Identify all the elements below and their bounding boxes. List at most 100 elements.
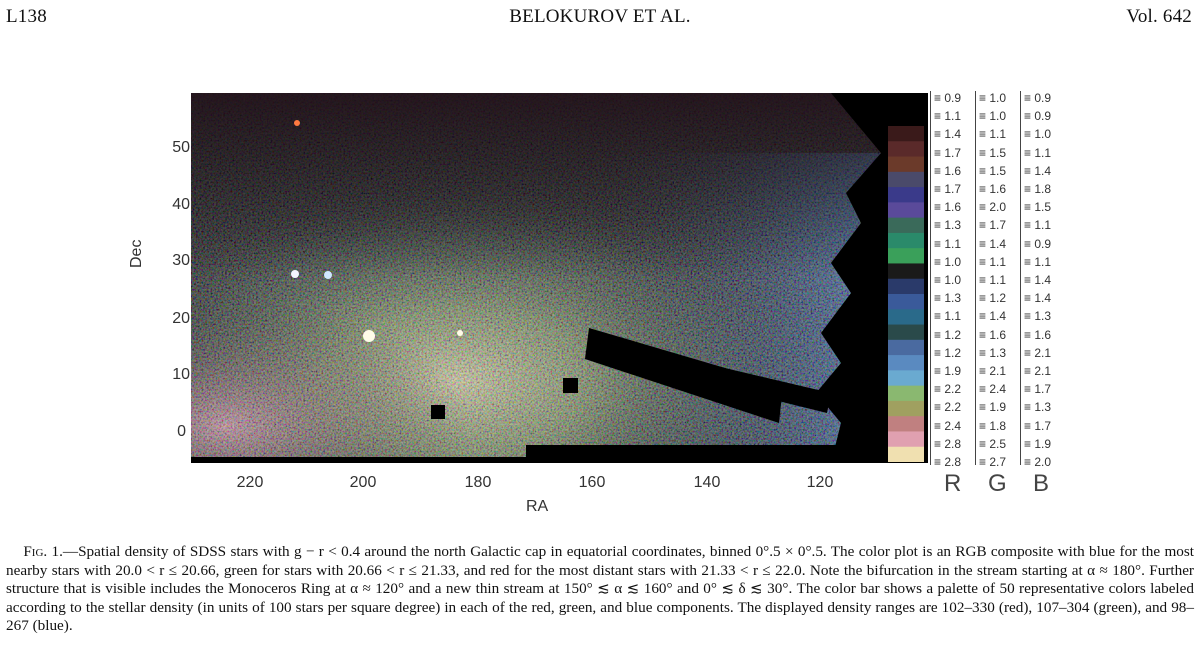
- colorbar-swatch: [888, 309, 924, 326]
- colorbar: [888, 126, 924, 462]
- colorbar-value-r: ≡ 1.1: [934, 309, 962, 324]
- colorbar-scale-line: [930, 91, 931, 465]
- colorbar-swatch: [888, 355, 924, 371]
- colorbar-value-g: ≡ 1.1: [979, 254, 1007, 269]
- colorbar-value-b: ≡ 1.4: [1024, 163, 1052, 178]
- colorbar-value-b: ≡ 1.7: [1024, 382, 1052, 397]
- colorbar-value-b: ≡ 2.1: [1024, 345, 1052, 360]
- colorbar-blue-label: B: [1033, 470, 1050, 497]
- x-tick-label: 160: [578, 474, 606, 491]
- colorbar-swatch: [888, 385, 924, 402]
- running-title: BELOKUROV ET AL.: [509, 6, 691, 27]
- colorbar-value-b: ≡ 1.9: [1024, 436, 1052, 451]
- colorbar-swatch: [888, 370, 924, 387]
- x-tick-label: 140: [693, 474, 721, 491]
- colorbar-swatch: [888, 141, 924, 158]
- colorbar-value-b: ≡ 1.3: [1024, 309, 1052, 324]
- colorbar-value-r: ≡ 1.3: [934, 291, 962, 306]
- colorbar-value-g: ≡ 1.4: [979, 236, 1007, 251]
- colorbar-value-g: ≡ 1.7: [979, 218, 1007, 233]
- colorbar-value-b: ≡ 1.1: [1024, 218, 1052, 233]
- colorbar-value-b: ≡ 1.1: [1024, 145, 1052, 160]
- y-tick-label: 0: [177, 423, 186, 440]
- colorbar-value-r: ≡ 2.8: [934, 455, 962, 469]
- colorbar-value-b: ≡ 1.4: [1024, 273, 1052, 287]
- colorbar-swatch: [888, 416, 924, 432]
- colorbar-scale-line: [1020, 91, 1021, 465]
- colorbar-value-g: ≡ 1.0: [979, 91, 1007, 105]
- colorbar-value-b: ≡ 1.7: [1024, 418, 1052, 433]
- colorbar-value-r: ≡ 1.4: [934, 127, 962, 142]
- colorbar-swatch: [888, 294, 924, 310]
- colorbar-value-g: ≡ 1.8: [979, 418, 1007, 433]
- x-tick-label: 220: [236, 474, 264, 491]
- x-axis-label: RA: [526, 498, 549, 515]
- colorbar-value-r: ≡ 1.3: [934, 218, 962, 233]
- colorbar-value-b: ≡ 1.3: [1024, 400, 1052, 415]
- colorbar-value-r: ≡ 1.7: [934, 145, 962, 160]
- colorbar-swatch: [888, 156, 924, 173]
- colorbar-value-b: ≡ 0.9: [1024, 109, 1052, 124]
- y-tick-label: 20: [172, 310, 190, 327]
- colorbar-swatch: [888, 217, 924, 234]
- y-tick-label: 30: [172, 252, 190, 269]
- colorbar-value-r: ≡ 2.2: [934, 382, 962, 397]
- colorbar-swatch: [888, 324, 924, 341]
- colorbar-value-r: ≡ 1.2: [934, 327, 962, 342]
- volume-label: Vol. 642: [1126, 6, 1192, 27]
- colorbar-value-g: ≡ 2.1: [979, 364, 1007, 378]
- colorbar-value-b: ≡ 1.0: [1024, 127, 1052, 142]
- colorbar-value-b: ≡ 0.9: [1024, 236, 1052, 251]
- colorbar-scale-line: [975, 91, 976, 465]
- colorbar-swatch: [888, 431, 924, 448]
- colorbar-value-b: ≡ 1.4: [1024, 291, 1052, 306]
- y-tick-label: 40: [172, 196, 190, 213]
- figure-caption: Fig. 1.—Spatial density of SDSS stars wi…: [6, 543, 1194, 636]
- y-axis-label: Dec: [128, 239, 145, 268]
- colorbar-value-g: ≡ 2.0: [979, 200, 1007, 215]
- colorbar-value-b: ≡ 1.1: [1024, 254, 1052, 269]
- colorbar-value-r: ≡ 1.6: [934, 200, 962, 215]
- colorbar-value-g: ≡ 2.7: [979, 455, 1007, 469]
- x-tick-label: 120: [806, 474, 834, 491]
- x-tick-label: 200: [349, 474, 377, 491]
- colorbar-red-label: R: [944, 470, 962, 497]
- colorbar-value-b: ≡ 1.6: [1024, 327, 1052, 342]
- colorbar-swatch: [888, 446, 924, 462]
- colorbar-value-r: ≡ 1.7: [934, 182, 962, 196]
- colorbar-value-g: ≡ 1.6: [979, 182, 1007, 196]
- colorbar-value-r: ≡ 1.9: [934, 364, 962, 378]
- colorbar-value-g: ≡ 1.1: [979, 273, 1007, 287]
- colorbar-value-g: ≡ 1.4: [979, 309, 1007, 324]
- colorbar-swatch: [888, 248, 924, 264]
- colorbar-value-g: ≡ 1.1: [979, 127, 1007, 142]
- x-tick-label: 180: [464, 474, 492, 491]
- colorbar-green-label: G: [988, 470, 1007, 497]
- colorbar-value-r: ≡ 1.1: [934, 236, 962, 251]
- colorbar-value-r: ≡ 2.8: [934, 436, 962, 451]
- colorbar-value-r: ≡ 2.4: [934, 418, 962, 433]
- colorbar-value-b: ≡ 1.5: [1024, 200, 1052, 215]
- colorbar-swatch: [888, 232, 924, 249]
- colorbar-swatch: [888, 339, 924, 356]
- colorbar-value-b: ≡ 1.8: [1024, 182, 1052, 196]
- y-tick-label: 50: [172, 139, 190, 156]
- caption-label: Fig. 1.: [23, 543, 63, 560]
- colorbar-swatch: [888, 263, 924, 280]
- colorbar-swatch: [888, 171, 924, 188]
- colorbar-value-g: ≡ 1.2: [979, 291, 1007, 306]
- colorbar-value-g: ≡ 1.0: [979, 109, 1007, 124]
- colorbar-value-r: ≡ 1.0: [934, 273, 962, 287]
- colorbar-swatch: [888, 187, 924, 203]
- colorbar-value-r: ≡ 1.1: [934, 109, 962, 124]
- colorbar-value-r: ≡ 1.6: [934, 163, 962, 178]
- y-tick-label: 10: [172, 366, 190, 383]
- colorbar-value-g: ≡ 1.6: [979, 327, 1007, 342]
- colorbar-value-r: ≡ 1.2: [934, 345, 962, 360]
- colorbar-value-g: ≡ 1.9: [979, 400, 1007, 415]
- colorbar-swatch: [888, 278, 924, 295]
- colorbar-value-b: ≡ 0.9: [1024, 91, 1052, 105]
- colorbar-value-r: ≡ 0.9: [934, 91, 962, 105]
- page-number: L138: [6, 6, 47, 27]
- caption-text: —Spatial density of SDSS stars with g − …: [6, 543, 1194, 634]
